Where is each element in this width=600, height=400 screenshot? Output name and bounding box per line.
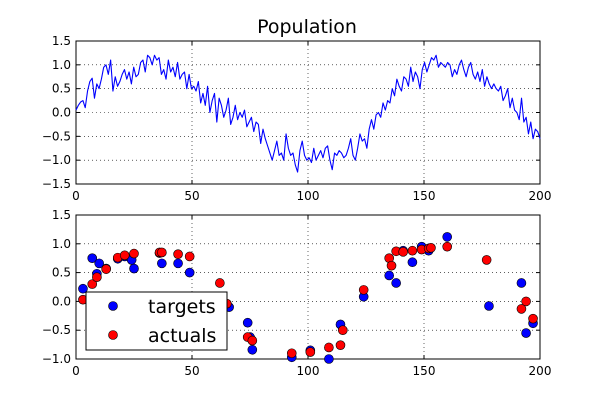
x-tick-label: 200 bbox=[529, 189, 552, 203]
actuals-point bbox=[129, 248, 139, 259]
chart-title: Population bbox=[257, 16, 357, 38]
actuals-point bbox=[398, 247, 408, 257]
x-tick-label: 100 bbox=[297, 364, 320, 378]
targets-point bbox=[516, 278, 527, 288]
y-tick-label: 1.0 bbox=[52, 237, 71, 251]
targets-point bbox=[384, 270, 395, 281]
actuals-point bbox=[516, 304, 527, 314]
x-tick-label: 0 bbox=[72, 189, 80, 203]
y-tick-label: −1.5 bbox=[42, 177, 71, 191]
x-tick-label: 0 bbox=[72, 364, 80, 378]
targets-point bbox=[521, 328, 531, 338]
targets-point bbox=[173, 258, 183, 269]
actuals-point bbox=[101, 264, 111, 274]
y-tick-label: 0.0 bbox=[52, 294, 71, 308]
actuals-point bbox=[426, 243, 436, 253]
y-tick-label: −1.0 bbox=[42, 153, 71, 167]
actuals-point bbox=[335, 340, 346, 350]
x-tick-label: 150 bbox=[413, 364, 436, 378]
actuals-point bbox=[286, 348, 297, 359]
legend: targets actuals bbox=[85, 291, 228, 351]
actuals-point bbox=[92, 272, 102, 283]
actuals-point bbox=[521, 296, 531, 307]
y-tick-label: −0.5 bbox=[42, 323, 71, 337]
x-tick-label: 150 bbox=[413, 189, 436, 203]
targets-point bbox=[391, 278, 401, 288]
bottom-scatter-chart: 0 50 100 150 200 −1.0 −0.5 0.0 0.5 1.0 1.5 bbox=[42, 208, 552, 378]
legend-box bbox=[85, 291, 228, 351]
actuals-point bbox=[481, 255, 492, 265]
y-tick-label: 1.5 bbox=[52, 208, 71, 222]
actuals-point bbox=[337, 325, 348, 336]
top-line-chart: 0 50 100 150 200 −1.5 −1.0 −0.5 0.0 0.5 1.0 1.5 bbox=[42, 34, 552, 203]
y-tick-label: 0.5 bbox=[52, 266, 71, 280]
actuals-point bbox=[386, 260, 397, 271]
actuals-point bbox=[442, 241, 453, 252]
targets-point bbox=[324, 354, 334, 364]
targets-point bbox=[184, 267, 195, 278]
actuals-point bbox=[173, 249, 183, 259]
actuals-point bbox=[358, 285, 369, 295]
y-tick-label: −0.5 bbox=[42, 129, 71, 143]
legend-marker-actuals bbox=[108, 330, 118, 340]
targets-point bbox=[484, 301, 494, 311]
y-tick-label: −1.0 bbox=[42, 352, 71, 366]
y-tick-label: 1.0 bbox=[52, 58, 71, 72]
actuals-point bbox=[528, 313, 538, 324]
actuals-point bbox=[305, 347, 316, 357]
legend-marker-targets bbox=[108, 301, 118, 311]
actuals-point bbox=[184, 251, 195, 262]
targets-point bbox=[407, 257, 418, 268]
actuals-point bbox=[87, 279, 98, 289]
actuals-point bbox=[407, 245, 418, 256]
targets-point bbox=[247, 344, 258, 355]
population-line bbox=[75, 54, 541, 173]
legend-label-targets: targets bbox=[148, 296, 216, 318]
actuals-point bbox=[215, 278, 225, 288]
actuals-point bbox=[157, 247, 167, 258]
x-tick-label: 50 bbox=[184, 364, 199, 378]
actuals-point bbox=[324, 342, 334, 353]
targets-point bbox=[78, 283, 88, 294]
y-tick-label: 1.5 bbox=[52, 34, 71, 48]
actuals-point bbox=[119, 250, 130, 261]
x-tick-label: 200 bbox=[529, 364, 552, 378]
targets-point bbox=[87, 253, 98, 264]
targets-point bbox=[129, 263, 139, 274]
actuals-point bbox=[247, 335, 258, 346]
y-tick-label: 0.0 bbox=[52, 106, 71, 120]
targets-point bbox=[242, 317, 253, 328]
x-tick-label: 100 bbox=[297, 189, 320, 203]
y-tick-label: 0.5 bbox=[52, 82, 71, 96]
targets-point bbox=[157, 258, 167, 269]
legend-label-actuals: actuals bbox=[148, 325, 216, 347]
x-tick-label: 50 bbox=[184, 189, 199, 203]
targets-point bbox=[442, 232, 453, 242]
targets-point bbox=[94, 258, 104, 269]
